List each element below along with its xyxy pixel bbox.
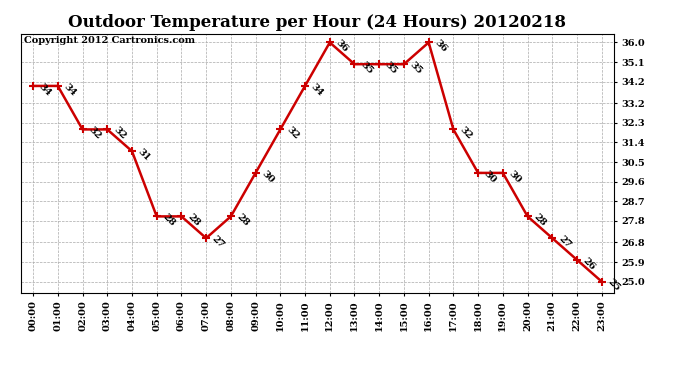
Text: 32: 32 (87, 125, 103, 141)
Text: 30: 30 (507, 169, 523, 185)
Text: 30: 30 (259, 169, 276, 185)
Text: 26: 26 (581, 256, 597, 272)
Text: 34: 34 (309, 82, 325, 98)
Text: 28: 28 (532, 212, 548, 228)
Text: 32: 32 (457, 125, 473, 141)
Text: 27: 27 (556, 234, 573, 250)
Text: 35: 35 (359, 60, 375, 76)
Text: 32: 32 (111, 125, 128, 141)
Text: Copyright 2012 Cartronics.com: Copyright 2012 Cartronics.com (23, 36, 195, 45)
Text: 31: 31 (136, 147, 152, 163)
Text: 34: 34 (37, 82, 53, 98)
Text: 30: 30 (482, 169, 498, 185)
Text: 25: 25 (606, 278, 622, 293)
Text: 35: 35 (384, 60, 400, 76)
Text: 28: 28 (186, 212, 201, 228)
Text: 28: 28 (161, 212, 177, 228)
Text: 36: 36 (334, 38, 350, 54)
Text: 35: 35 (408, 60, 424, 76)
Text: 28: 28 (235, 212, 251, 228)
Text: 32: 32 (284, 125, 300, 141)
Title: Outdoor Temperature per Hour (24 Hours) 20120218: Outdoor Temperature per Hour (24 Hours) … (68, 14, 566, 31)
Text: 34: 34 (62, 82, 78, 98)
Text: 36: 36 (433, 38, 448, 54)
Text: 27: 27 (210, 234, 226, 250)
